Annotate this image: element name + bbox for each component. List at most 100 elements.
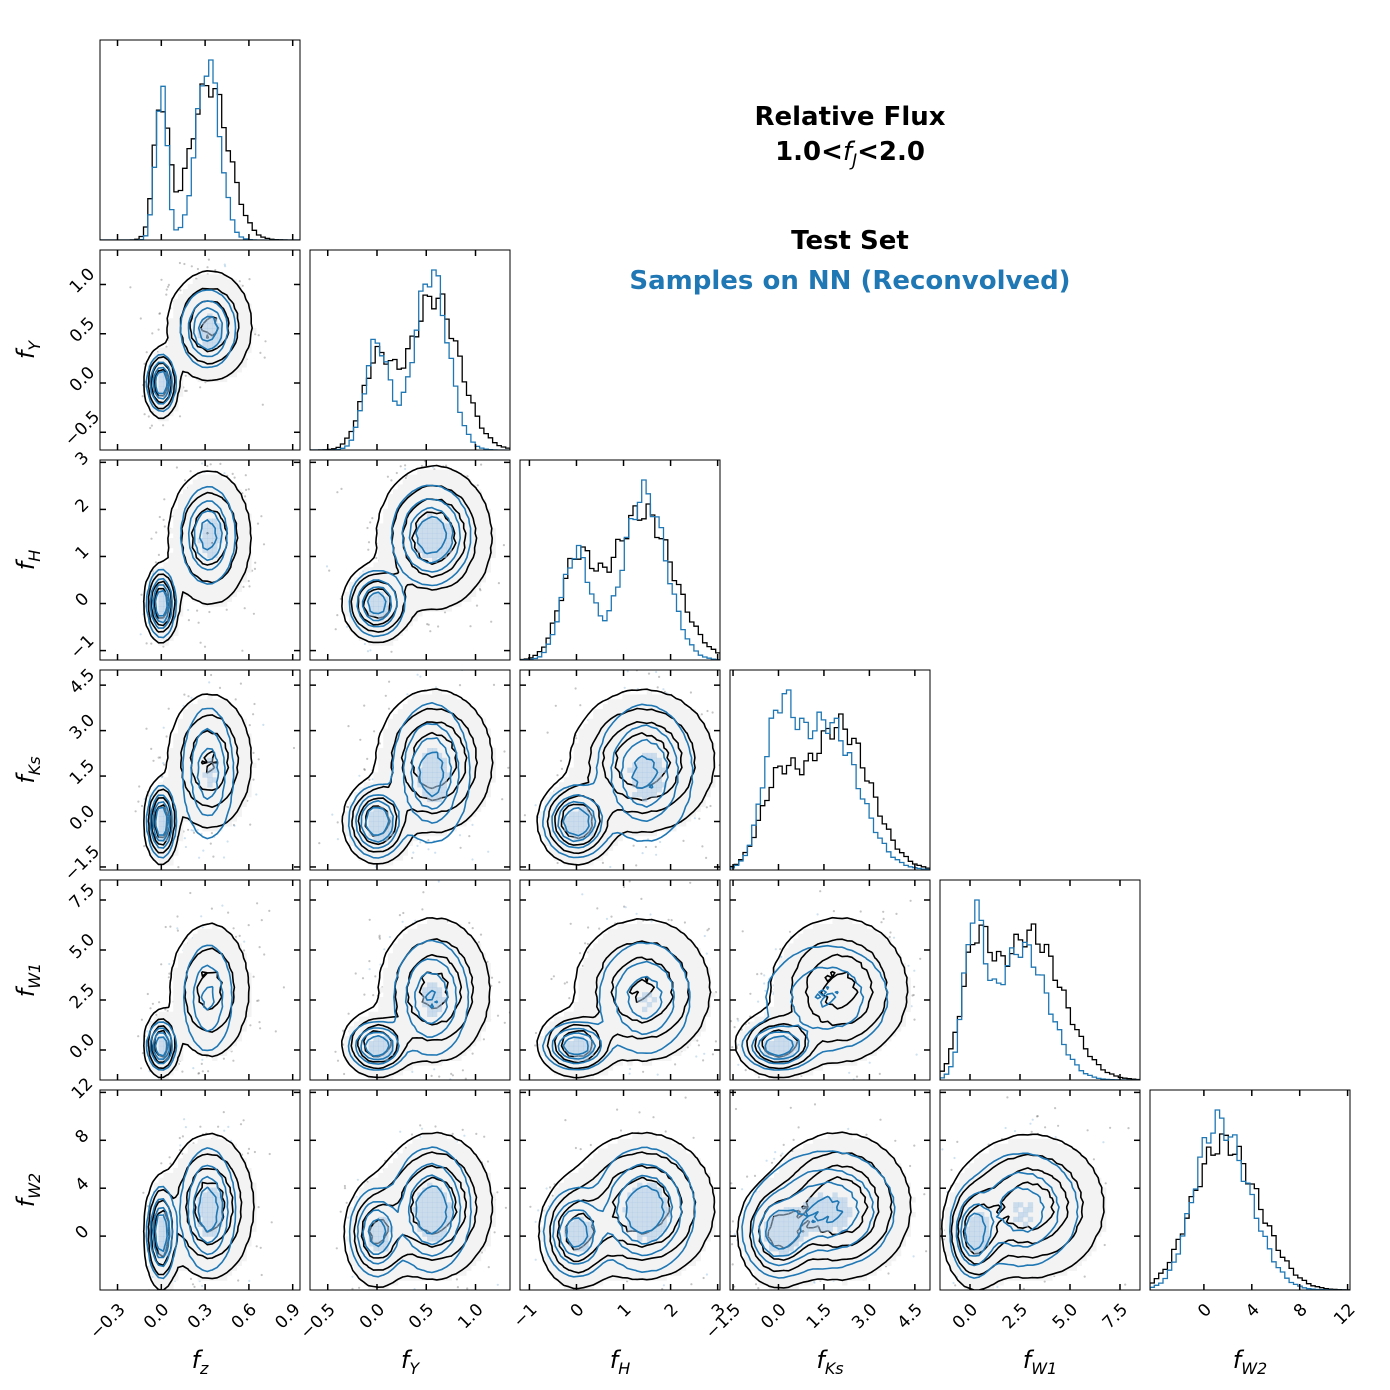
density-fill-cell: [197, 303, 203, 309]
density-fill-cell: [197, 777, 203, 783]
density-fill-cell: [207, 748, 213, 754]
density-fill-cell: [197, 733, 203, 739]
density-fill-cell: [222, 601, 228, 607]
density-fill-cell: [432, 494, 438, 500]
density-fill-cell: [182, 591, 189, 597]
density-fill-cell: [197, 489, 203, 495]
density-fill-cell: [422, 508, 428, 515]
density-fill-cell: [466, 513, 472, 519]
density-fill-cell: [153, 801, 159, 807]
density-fill-cell: [226, 523, 233, 529]
density-fill-cell: [187, 347, 194, 353]
density-fill-cell: [353, 625, 360, 632]
density-fill-cell: [344, 596, 350, 602]
density-fill-cell: [480, 523, 486, 529]
density-fill-cell: [246, 538, 252, 544]
density-fill-cell: [226, 323, 233, 329]
density-fill-cell: [246, 308, 252, 314]
density-fill-cell: [197, 806, 203, 812]
density-fill-cell: [392, 528, 399, 534]
scatter-point: [140, 593, 143, 596]
scatter-point: [204, 208, 206, 210]
scatter-point: [416, 673, 419, 676]
scatter-point: [421, 662, 423, 664]
density-fill-cell: [427, 596, 433, 602]
density-fill-cell: [202, 718, 208, 725]
density-fill-cell: [388, 547, 394, 554]
density-fill-cell: [241, 792, 247, 798]
density-fill-cell: [153, 787, 159, 793]
density-fill-cell: [173, 772, 179, 778]
density-fill-cell: [461, 508, 467, 515]
density-fill-cell: [397, 489, 404, 495]
scatter-point: [141, 395, 144, 398]
density-fill-cell: [197, 567, 203, 573]
density-fill-cell: [368, 606, 374, 612]
density-fill-cell: [383, 567, 389, 573]
density-fill-cell: [202, 704, 208, 710]
density-fill-cell: [441, 567, 447, 573]
scatter-point: [458, 834, 462, 837]
density-fill-cell: [173, 757, 179, 764]
density-fill-cell: [236, 748, 242, 754]
density-fill-cell: [207, 293, 213, 300]
density-fill-cell: [226, 289, 233, 295]
density-fill-cell: [417, 611, 423, 617]
density-fill-cell: [251, 762, 257, 768]
density-fill-cell: [173, 840, 179, 846]
density-fill-cell: [212, 792, 218, 798]
density-fill-cell: [422, 513, 428, 519]
density-fill-cell: [397, 611, 404, 617]
density-fill-cell: [182, 718, 189, 725]
density-fill-cell: [231, 816, 237, 822]
density-fill-cell: [158, 347, 164, 353]
density-fill-cell: [192, 709, 198, 715]
scatter-point: [253, 702, 256, 706]
density-fill-cell: [207, 743, 213, 749]
density-fill-cell: [163, 635, 169, 641]
density-fill-cell: [422, 533, 428, 539]
scatter-point: [328, 569, 331, 572]
density-fill-cell: [471, 562, 477, 568]
density-fill-cell: [441, 508, 447, 515]
scatter-point: [150, 642, 153, 645]
density-fill-cell: [378, 635, 384, 641]
density-fill-cell: [212, 562, 218, 568]
density-fill-cell: [349, 611, 355, 617]
contour-nn-samples-level-4: [154, 315, 219, 395]
scatter-point: [262, 723, 265, 727]
density-fill-cell: [236, 513, 242, 519]
density-fill-cell: [212, 523, 218, 529]
density-fill-cell: [226, 284, 233, 290]
density-fill-cell: [246, 323, 252, 329]
density-fill-cell: [153, 577, 159, 583]
density-fill-cell: [187, 801, 194, 807]
density-fill-cell: [212, 513, 218, 519]
density-fill-cell: [207, 816, 213, 822]
density-fill-cell: [226, 318, 233, 324]
density-fill-cell: [353, 606, 360, 612]
density-fill-cell: [402, 577, 408, 583]
density-fill-cell: [207, 274, 213, 280]
density-fill-cell: [466, 582, 472, 588]
density-fill-cell: [168, 528, 174, 534]
density-fill-cell: [207, 352, 213, 358]
density-fill-cell: [226, 528, 233, 534]
density-fill-cell: [461, 484, 467, 490]
density-fill-cell: [197, 484, 203, 490]
density-fill-cell: [173, 318, 179, 324]
density-fill-cell: [202, 474, 208, 480]
scatter-point: [443, 611, 447, 614]
density-fill-cell: [148, 835, 155, 842]
density-fill-cell: [446, 479, 452, 485]
density-fill-cell: [153, 831, 159, 837]
density-fill-cell: [163, 640, 169, 646]
density-fill-cell: [241, 342, 247, 348]
density-fill-cell: [148, 616, 155, 622]
histogram-fH-test-set: [520, 503, 720, 660]
density-fill-cell: [163, 577, 169, 583]
density-fill-cell: [231, 806, 237, 812]
density-fill-cell: [231, 352, 237, 358]
scatter-point: [151, 332, 154, 335]
density-fill-cell: [202, 582, 208, 588]
